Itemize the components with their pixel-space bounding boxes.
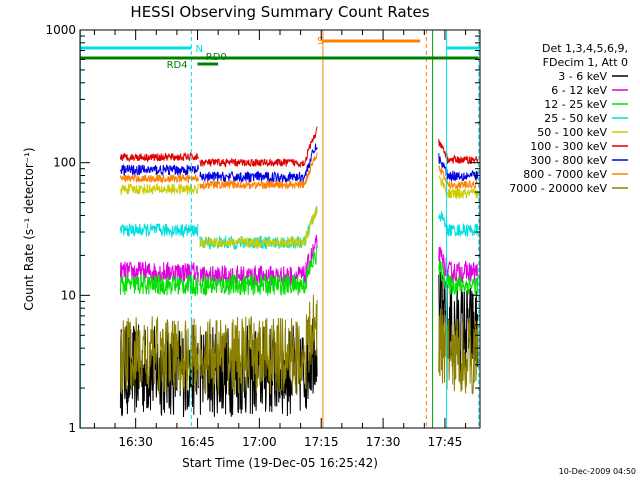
legend-label: 6 - 12 keV [551, 84, 607, 97]
x-axis-label: Start Time (19-Dec-05 16:25:42) [182, 456, 378, 470]
legend-label: 3 - 6 keV [558, 70, 607, 83]
x-tick-label: 17:00 [242, 435, 277, 449]
series-line [438, 153, 479, 183]
series-line [199, 143, 318, 184]
legend: Det 1,3,4,5,6,9,FDecim 1, Att 03 - 6 keV… [509, 42, 628, 195]
series-line [199, 207, 318, 249]
flag-bars-group: N RD0 RD4 S [80, 36, 479, 71]
series-line [438, 308, 479, 395]
x-tick-label: 17:15 [304, 435, 339, 449]
timestamp-label: 10-Dec-2009 04:50 [559, 467, 636, 476]
axes-group: 1 10 100 1000 16:30 16:45 17:00 17:15 17:30 17:45 [45, 23, 480, 449]
series-line [438, 138, 479, 165]
flag-label: RD0 [206, 52, 227, 63]
y-tick-label: 1000 [45, 23, 76, 37]
x-tick-label: 16:45 [180, 435, 215, 449]
series-line [438, 246, 479, 283]
series-line [119, 173, 199, 184]
legend-header: Det 1,3,4,5,6,9, [542, 42, 628, 55]
legend-label: 800 - 7000 keV [523, 168, 607, 181]
legend-header: FDecim 1, Att 0 [543, 56, 628, 69]
y-tick-label: 1 [68, 421, 76, 435]
series-line [119, 151, 199, 163]
legend-label: 7000 - 20000 keV [509, 182, 607, 195]
series-line [438, 165, 479, 191]
x-tick-label: 17:30 [366, 435, 401, 449]
chart-title: HESSI Observing Summary Count Rates [130, 3, 429, 21]
series-line [438, 175, 479, 200]
legend-label: 12 - 25 keV [544, 98, 607, 111]
data-series-group [119, 126, 479, 418]
legend-label: 25 - 50 keV [544, 112, 607, 125]
series-line [119, 274, 199, 298]
y-tick-label: 100 [53, 156, 76, 170]
x-tick-label: 16:30 [118, 435, 153, 449]
series-line [199, 294, 318, 396]
series-line [438, 211, 479, 237]
series-line [199, 245, 318, 296]
y-axis-label: Count Rate (s⁻¹ detector⁻¹) [22, 147, 36, 310]
series-line [119, 223, 199, 239]
x-tick-label: 17:45 [428, 435, 463, 449]
series-line [199, 152, 318, 191]
series-line [120, 163, 199, 177]
flag-label: N [195, 44, 202, 55]
flag-label: S [317, 36, 323, 47]
series-line [438, 259, 479, 296]
legend-label: 100 - 300 keV [530, 140, 607, 153]
legend-label: 300 - 800 keV [530, 154, 607, 167]
flag-label: RD4 [167, 60, 188, 71]
series-line [119, 316, 199, 395]
y-tick-label: 10 [61, 288, 76, 302]
series-line [119, 324, 199, 418]
series-line [199, 126, 318, 169]
series-line [120, 182, 199, 196]
legend-label: 50 - 100 keV [537, 126, 607, 139]
